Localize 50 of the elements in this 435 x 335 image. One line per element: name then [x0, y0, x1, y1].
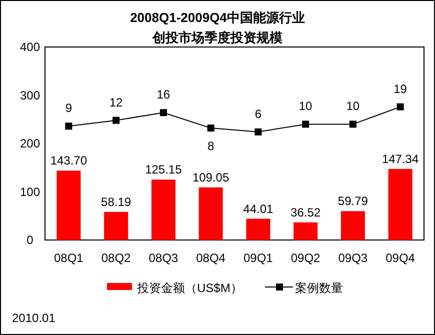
- y-tick-label: 0: [26, 233, 34, 247]
- data-label: 143.70: [50, 154, 88, 168]
- data-label: 59.79: [338, 194, 368, 208]
- data-label: 125.15: [145, 162, 182, 177]
- y-tick-label: 400: [20, 40, 40, 54]
- bar: [294, 222, 318, 240]
- x-tick-label: 09Q4: [386, 251, 416, 265]
- x-tick-label: 08Q1: [54, 251, 84, 265]
- bar: [151, 180, 176, 240]
- data-label: 10: [298, 99, 313, 114]
- chart-subtitle: 创投市场季度投资规模: [152, 30, 282, 45]
- text: 2010.01: [12, 311, 56, 325]
- bar: [340, 211, 365, 240]
- data-label: 19: [394, 82, 408, 96]
- data-label: 10: [346, 99, 360, 114]
- bar: [388, 168, 412, 240]
- x-tick-label: 09Q3: [338, 251, 368, 265]
- legend-label: 投资金额（US$M）: [136, 281, 242, 295]
- data-label: 36.52: [290, 205, 321, 220]
- bar: [198, 187, 223, 240]
- data-label: 58.19: [101, 194, 132, 209]
- legend-label: 案例数量: [295, 281, 343, 295]
- point: [254, 128, 262, 136]
- bar: [246, 218, 270, 240]
- data-label: 9: [65, 101, 72, 116]
- point: [160, 109, 167, 116]
- data-label: 8: [207, 139, 214, 154]
- data-label: 6: [254, 106, 262, 121]
- data-label: 44.01: [243, 202, 274, 216]
- point: [65, 122, 72, 130]
- bar: [104, 212, 128, 240]
- data-label: 109.05: [192, 170, 230, 184]
- bar: [56, 170, 81, 240]
- x-tick-label: 08Q2: [101, 251, 132, 265]
- y-tick-label: 100: [20, 184, 40, 199]
- point: [207, 124, 214, 132]
- point: [302, 120, 310, 128]
- data-label: 147.34: [382, 152, 419, 166]
- x-tick-label: 09Q2: [290, 251, 321, 265]
- y-tick-label: 300: [20, 88, 40, 102]
- x-tick-label: 08Q4: [196, 251, 226, 265]
- x-tick-label: 09Q1: [244, 251, 274, 265]
- x-tick-label: 08Q3: [148, 251, 178, 265]
- data-label: 12: [109, 95, 124, 110]
- data-label: 16: [156, 88, 170, 102]
- point: [112, 116, 120, 124]
- point: [396, 103, 404, 110]
- y-tick-label: 200: [20, 136, 40, 150]
- point: [349, 120, 356, 128]
- chart-title: 2008Q1-2009Q4中国能源行业: [130, 10, 305, 25]
